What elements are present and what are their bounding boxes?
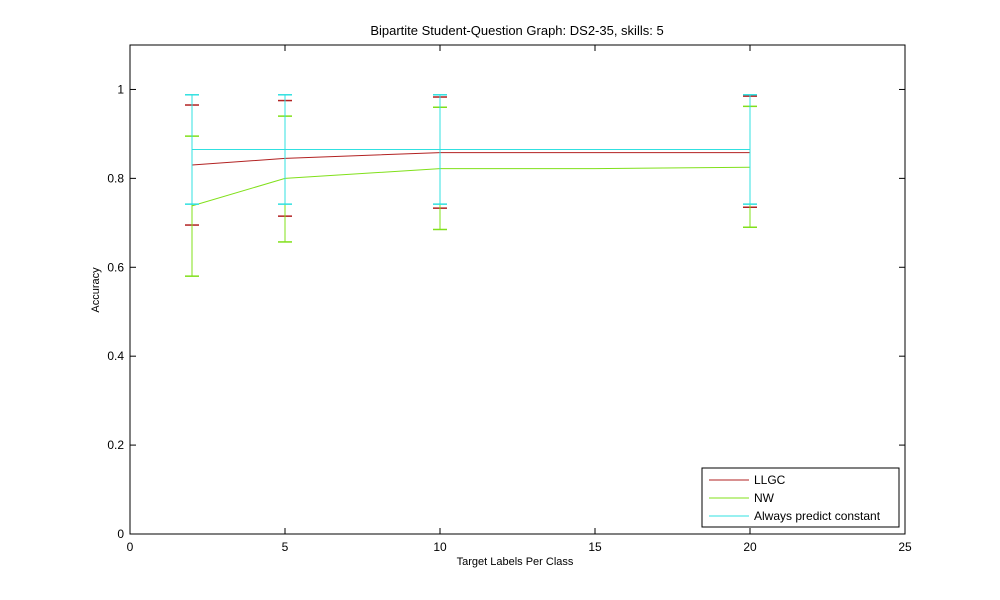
legend-label: NW (754, 491, 775, 505)
y-tick-label: 0.2 (107, 438, 124, 452)
legend: LLGC NW Always predict constant (701, 467, 900, 528)
legend-item-1: LLGC (709, 473, 786, 487)
x-tick-label: 15 (588, 540, 602, 554)
y-axis-title: Accuracy (90, 267, 102, 313)
legend-item-2: NW (709, 491, 775, 505)
y-tick-label: 0 (117, 527, 124, 541)
x-tick-label: 0 (127, 540, 134, 554)
legend-item-3: Always predict constant (709, 509, 881, 523)
legend-label: LLGC (754, 473, 786, 487)
axes-layer: 0 5 10 15 20 25 0 0.2 0.4 0.6 0.8 1 (107, 44, 912, 554)
legend-label: Always predict constant (754, 509, 881, 523)
y-tick-label: 1 (117, 82, 124, 96)
series-3 (185, 94, 757, 205)
plot-area (130, 45, 905, 534)
y-tick-label: 0.8 (107, 171, 124, 185)
x-tick-label: 5 (282, 540, 289, 554)
y-tick-label: 0.6 (107, 260, 124, 274)
x-tick-label: 20 (743, 540, 757, 554)
chart-title: Bipartite Student-Question Graph: DS2-35… (370, 23, 663, 38)
x-tick-label: 10 (433, 540, 447, 554)
series-layer (185, 94, 757, 277)
y-tick-label: 0.4 (107, 349, 124, 363)
x-tick-label: 25 (898, 540, 912, 554)
x-axis-title: Target Labels Per Class (457, 556, 574, 568)
axes-box (129, 44, 906, 535)
